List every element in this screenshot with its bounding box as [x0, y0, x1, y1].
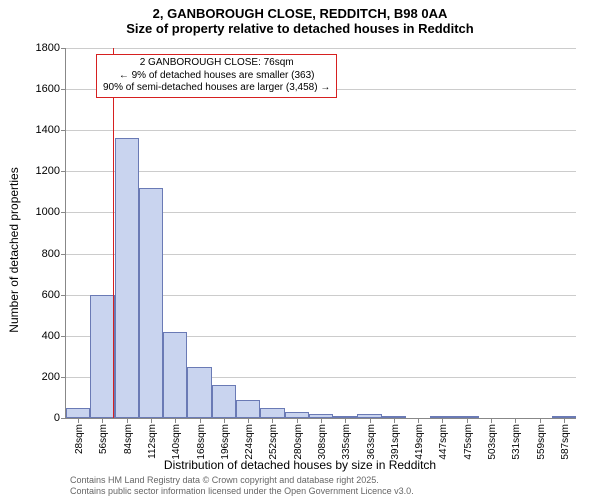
- xtick-label: 559sqm: [536, 418, 547, 460]
- xtick-label: 196sqm: [220, 418, 231, 460]
- ytick-label: 1600: [36, 83, 66, 95]
- histogram-bar: [66, 408, 90, 418]
- histogram-bar: [236, 400, 260, 419]
- xtick-label: 419sqm: [414, 418, 425, 460]
- histogram-bar: [187, 367, 211, 418]
- xtick-label: 308sqm: [317, 418, 328, 460]
- histogram-bar: [260, 408, 284, 418]
- xtick-label: 84sqm: [123, 418, 134, 454]
- xtick-label: 447sqm: [438, 418, 449, 460]
- chart-container: 2, GANBOROUGH CLOSE, REDDITCH, B98 0AA S…: [0, 0, 600, 500]
- chart-title-main: 2, GANBOROUGH CLOSE, REDDITCH, B98 0AA: [0, 0, 600, 21]
- xtick-label: 587sqm: [560, 418, 571, 460]
- ytick-label: 800: [42, 248, 66, 260]
- histogram-bar: [90, 295, 114, 418]
- ytick-label: 1400: [36, 124, 66, 136]
- ytick-label: 0: [54, 412, 66, 424]
- footnote-line: Contains HM Land Registry data © Crown c…: [70, 475, 414, 486]
- xtick-label: 335sqm: [341, 418, 352, 460]
- ytick-label: 1000: [36, 206, 66, 218]
- xtick-label: 280sqm: [293, 418, 304, 460]
- xtick-label: 391sqm: [390, 418, 401, 460]
- histogram-bar: [163, 332, 187, 418]
- annotation-box: 2 GANBOROUGH CLOSE: 76sqm← 9% of detache…: [96, 54, 337, 98]
- xtick-label: 363sqm: [366, 418, 377, 460]
- xtick-label: 28sqm: [74, 418, 85, 454]
- plot-area: 02004006008001000120014001600180028sqm56…: [65, 48, 576, 419]
- ytick-label: 1200: [36, 165, 66, 177]
- xtick-label: 252sqm: [268, 418, 279, 460]
- chart-title-sub: Size of property relative to detached ho…: [0, 21, 600, 36]
- xtick-label: 140sqm: [171, 418, 182, 460]
- x-axis-label: Distribution of detached houses by size …: [0, 458, 600, 472]
- histogram-bar: [115, 138, 139, 418]
- annotation-line: ← 9% of detached houses are smaller (363…: [103, 70, 330, 83]
- ytick-label: 400: [42, 330, 66, 342]
- ytick-label: 200: [42, 371, 66, 383]
- xtick-label: 168sqm: [196, 418, 207, 460]
- histogram-bar: [139, 188, 163, 418]
- y-axis-label: Number of detached properties: [7, 85, 21, 250]
- annotation-line: 2 GANBOROUGH CLOSE: 76sqm: [103, 57, 330, 70]
- gridline: [66, 171, 576, 172]
- ytick-label: 600: [42, 289, 66, 301]
- histogram-bar: [212, 385, 236, 418]
- xtick-label: 112sqm: [147, 418, 158, 459]
- footnote: Contains HM Land Registry data © Crown c…: [70, 475, 414, 497]
- xtick-label: 475sqm: [463, 418, 474, 460]
- annotation-line: 90% of semi-detached houses are larger (…: [103, 82, 330, 95]
- gridline: [66, 48, 576, 49]
- ytick-label: 1800: [36, 42, 66, 54]
- reference-line: [113, 48, 114, 418]
- xtick-label: 531sqm: [511, 418, 522, 460]
- footnote-line: Contains public sector information licen…: [70, 486, 414, 497]
- xtick-label: 224sqm: [244, 418, 255, 460]
- xtick-label: 56sqm: [98, 418, 109, 454]
- gridline: [66, 130, 576, 131]
- xtick-label: 503sqm: [487, 418, 498, 460]
